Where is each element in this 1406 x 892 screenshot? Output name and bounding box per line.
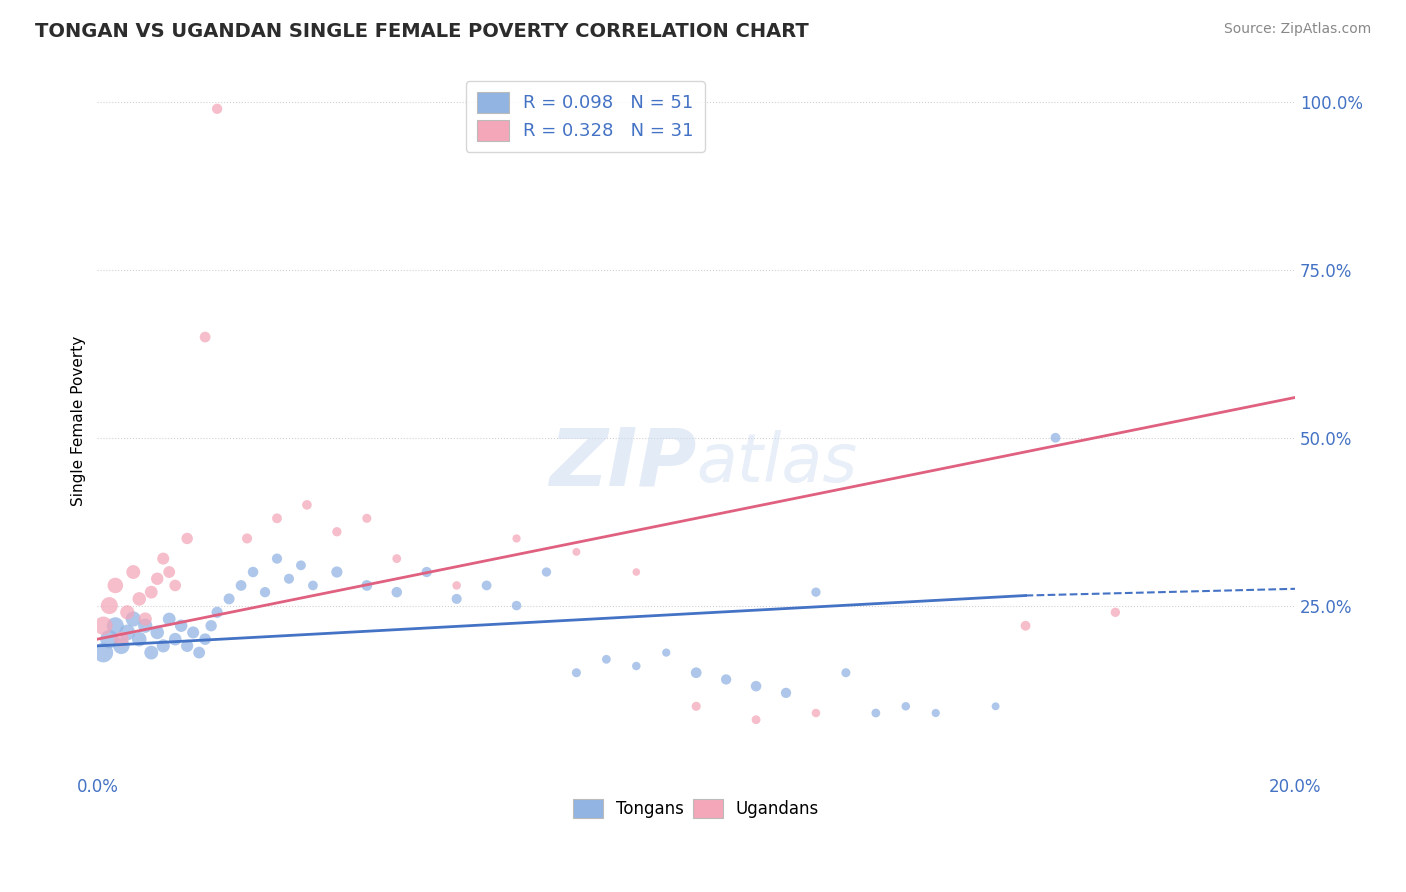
Point xyxy=(894,699,917,714)
Point xyxy=(278,572,301,586)
Point xyxy=(714,673,737,687)
Point xyxy=(626,565,648,579)
Point xyxy=(326,524,349,539)
Point xyxy=(266,511,288,525)
Point xyxy=(110,639,132,653)
Point xyxy=(356,511,378,525)
Text: atlas: atlas xyxy=(696,430,858,496)
Point xyxy=(170,618,193,632)
Point xyxy=(205,102,228,116)
Point xyxy=(181,625,204,640)
Text: Source: ZipAtlas.com: Source: ZipAtlas.com xyxy=(1223,22,1371,37)
Point xyxy=(91,618,114,632)
Point xyxy=(804,706,827,720)
Text: ZIP: ZIP xyxy=(548,425,696,502)
Point xyxy=(91,646,114,660)
Legend: Tongans, Ugandans: Tongans, Ugandans xyxy=(567,792,825,825)
Point xyxy=(117,625,139,640)
Point xyxy=(1014,618,1036,632)
Point xyxy=(775,686,797,700)
Point xyxy=(205,605,228,619)
Point xyxy=(104,578,127,592)
Point xyxy=(200,618,222,632)
Point xyxy=(104,618,127,632)
Point xyxy=(176,532,198,546)
Point xyxy=(146,625,169,640)
Point xyxy=(385,585,408,599)
Point xyxy=(655,646,678,660)
Point xyxy=(835,665,858,680)
Point xyxy=(505,599,527,613)
Point xyxy=(242,565,264,579)
Point xyxy=(157,565,180,579)
Point xyxy=(326,565,349,579)
Y-axis label: Single Female Poverty: Single Female Poverty xyxy=(72,336,86,506)
Point xyxy=(925,706,948,720)
Point xyxy=(475,578,498,592)
Point xyxy=(685,665,707,680)
Point xyxy=(122,612,145,626)
Point xyxy=(188,646,211,660)
Point xyxy=(117,605,139,619)
Point xyxy=(165,578,187,592)
Point xyxy=(218,591,240,606)
Point xyxy=(446,578,468,592)
Point xyxy=(745,679,768,693)
Point xyxy=(804,585,827,599)
Point xyxy=(385,551,408,566)
Point xyxy=(565,665,588,680)
Point xyxy=(295,498,318,512)
Point xyxy=(152,639,174,653)
Point xyxy=(134,612,156,626)
Point xyxy=(122,565,145,579)
Point xyxy=(446,591,468,606)
Point xyxy=(176,639,198,653)
Point xyxy=(356,578,378,592)
Point xyxy=(157,612,180,626)
Point xyxy=(146,572,169,586)
Point xyxy=(302,578,325,592)
Point xyxy=(141,585,163,599)
Point xyxy=(1104,605,1126,619)
Point xyxy=(98,632,121,647)
Point xyxy=(984,699,1007,714)
Point xyxy=(266,551,288,566)
Point xyxy=(505,532,527,546)
Point xyxy=(194,632,217,647)
Point xyxy=(626,659,648,673)
Point xyxy=(110,632,132,647)
Point xyxy=(865,706,887,720)
Point xyxy=(134,618,156,632)
Text: TONGAN VS UGANDAN SINGLE FEMALE POVERTY CORRELATION CHART: TONGAN VS UGANDAN SINGLE FEMALE POVERTY … xyxy=(35,22,808,41)
Point xyxy=(290,558,312,573)
Point xyxy=(745,713,768,727)
Point xyxy=(229,578,252,592)
Point xyxy=(565,545,588,559)
Point xyxy=(98,599,121,613)
Point xyxy=(536,565,558,579)
Point xyxy=(595,652,617,666)
Point xyxy=(128,632,150,647)
Point xyxy=(141,646,163,660)
Point xyxy=(253,585,276,599)
Point xyxy=(194,330,217,344)
Point xyxy=(152,551,174,566)
Point xyxy=(165,632,187,647)
Point xyxy=(128,591,150,606)
Point xyxy=(1045,431,1067,445)
Point xyxy=(685,699,707,714)
Point xyxy=(236,532,259,546)
Point xyxy=(415,565,437,579)
